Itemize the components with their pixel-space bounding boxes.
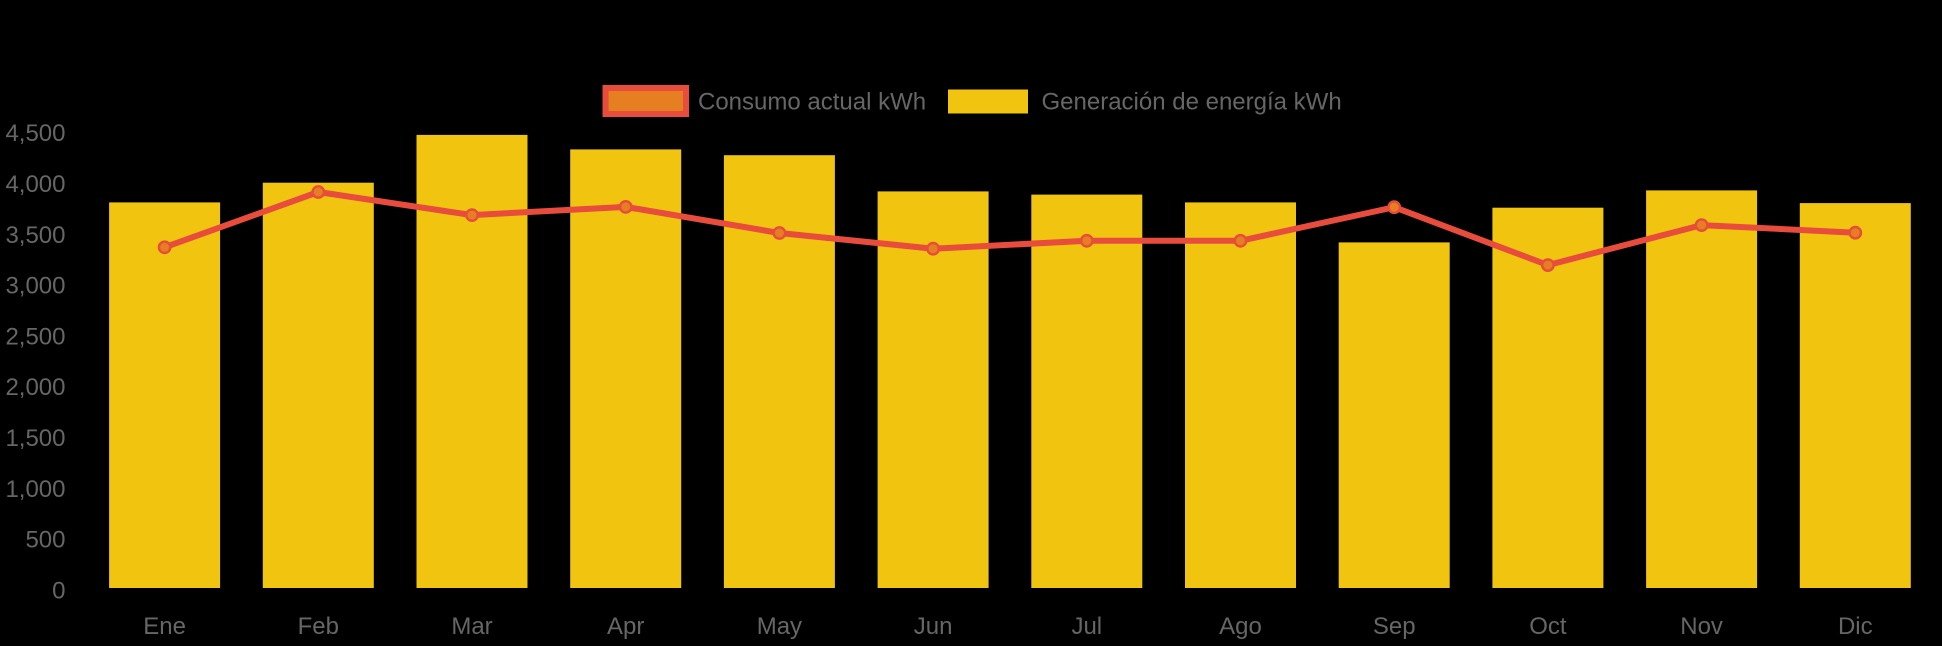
svg-text:1,000: 1,000 <box>5 476 65 503</box>
svg-text:Oct: Oct <box>1529 613 1567 640</box>
svg-text:4,000: 4,000 <box>5 171 65 198</box>
svg-text:Consumo actual kWh: Consumo actual kWh <box>698 89 926 116</box>
svg-text:4,500: 4,500 <box>5 120 65 147</box>
svg-text:500: 500 <box>25 527 65 554</box>
svg-text:Jul: Jul <box>1071 613 1102 640</box>
svg-text:May: May <box>757 613 802 640</box>
svg-text:3,000: 3,000 <box>5 273 65 300</box>
svg-text:Ago: Ago <box>1219 613 1262 640</box>
svg-text:Mar: Mar <box>451 613 492 640</box>
svg-text:0: 0 <box>52 577 65 604</box>
svg-text:Feb: Feb <box>298 613 339 640</box>
svg-text:Jun: Jun <box>914 613 953 640</box>
svg-text:3,500: 3,500 <box>5 222 65 249</box>
svg-text:Ene: Ene <box>143 613 186 640</box>
svg-text:Nov: Nov <box>1680 613 1723 640</box>
svg-text:Generación de energía kWh: Generación de energía kWh <box>1042 89 1342 116</box>
svg-text:1,500: 1,500 <box>5 425 65 452</box>
svg-text:Dic: Dic <box>1838 613 1873 640</box>
svg-text:Sep: Sep <box>1373 613 1416 640</box>
svg-text:2,500: 2,500 <box>5 323 65 350</box>
svg-text:2,000: 2,000 <box>5 374 65 401</box>
svg-text:Apr: Apr <box>607 613 644 640</box>
